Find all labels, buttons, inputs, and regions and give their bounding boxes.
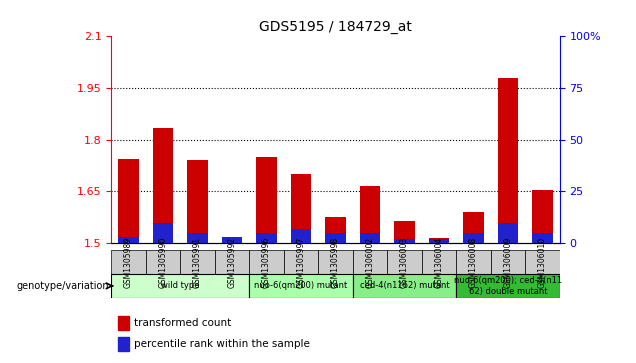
Bar [497,223,518,243]
Text: transformed count: transformed count [134,318,231,328]
Text: GSM1305997: GSM1305997 [296,237,305,288]
Text: GSM1305996: GSM1305996 [262,237,271,288]
Text: GSM1306010: GSM1306010 [538,237,547,288]
Bar [325,233,346,243]
Bar [222,237,242,243]
Bar [291,229,312,243]
Bar [394,239,415,243]
Bar [325,217,346,243]
Bar [153,128,174,243]
Bar [463,233,484,243]
Bar [525,250,560,274]
Bar [284,250,318,274]
Bar [249,274,353,298]
Bar [463,212,484,243]
Bar [532,233,553,243]
Bar [111,250,146,274]
Text: percentile rank within the sample: percentile rank within the sample [134,339,310,349]
Bar [353,250,387,274]
Bar [429,238,449,243]
Bar [429,239,449,243]
Text: GSM1306009: GSM1306009 [504,237,513,288]
Bar [256,157,277,243]
Text: nuo-6(qm200) mutant: nuo-6(qm200) mutant [254,281,348,290]
Bar [118,159,139,243]
Bar [491,250,525,274]
Bar [353,274,456,298]
Bar [359,233,380,243]
Bar [118,337,129,351]
Text: GSM1305989: GSM1305989 [124,237,133,288]
Bar [291,174,312,243]
Bar [187,160,208,243]
Title: GDS5195 / 184729_at: GDS5195 / 184729_at [259,20,412,34]
Bar [187,233,208,243]
Text: wild type: wild type [161,281,200,290]
Bar [422,250,456,274]
Bar [180,250,215,274]
Text: GSM1305992: GSM1305992 [228,237,237,288]
Bar [359,186,380,243]
Text: genotype/variation: genotype/variation [17,281,109,291]
Bar [222,241,242,243]
Bar [215,250,249,274]
Bar [249,250,284,274]
Text: GSM1306003: GSM1306003 [400,237,409,288]
Text: ced-4(n1162) mutant: ced-4(n1162) mutant [360,281,449,290]
Bar [456,274,560,298]
Text: GSM1306004: GSM1306004 [434,237,443,288]
Text: GSM1306008: GSM1306008 [469,237,478,288]
Bar [394,221,415,243]
Bar [153,223,174,243]
Bar [118,315,129,330]
Bar [318,250,353,274]
Bar [497,78,518,243]
Bar [456,250,491,274]
Text: GSM1305991: GSM1305991 [193,237,202,288]
Bar [111,274,249,298]
Text: nuo-6(qm200); ced-4(n11
62) double mutant: nuo-6(qm200); ced-4(n11 62) double mutan… [454,276,562,295]
Bar [118,237,139,243]
Text: GSM1305998: GSM1305998 [331,237,340,288]
Bar [387,250,422,274]
Bar [146,250,180,274]
Bar [256,233,277,243]
Text: GSM1306002: GSM1306002 [366,237,375,288]
Bar [532,190,553,243]
Text: GSM1305990: GSM1305990 [158,237,167,288]
